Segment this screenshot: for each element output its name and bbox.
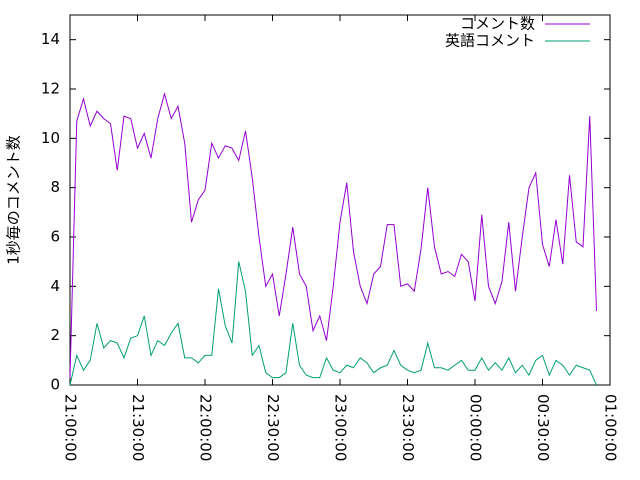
x-tick-label: 23:30:00 (399, 394, 417, 461)
legend-label: 英語コメント (445, 32, 535, 50)
x-tick-label: 22:00:00 (197, 394, 215, 461)
y-tick-label: 2 (50, 326, 60, 344)
y-tick-label: 10 (41, 129, 60, 147)
x-tick-label: 23:00:00 (332, 394, 350, 461)
x-tick-label: 00:00:00 (467, 394, 485, 461)
y-tick-label: 0 (50, 376, 60, 394)
x-tick-label: 21:00:00 (62, 394, 80, 461)
legend-label: コメント数 (460, 15, 535, 33)
series-line (69, 92, 597, 378)
y-tick-label: 6 (50, 228, 60, 246)
y-axis-label: 1秒毎のコメント数 (5, 135, 23, 265)
y-tick-label: 14 (41, 30, 60, 48)
x-tick-label: 00:30:00 (534, 394, 552, 461)
x-tick-label: 21:30:00 (129, 394, 147, 461)
y-tick-label: 12 (41, 80, 60, 98)
series-line (69, 261, 597, 386)
x-tick-label: 22:30:00 (264, 394, 282, 461)
y-tick-label: 4 (50, 277, 60, 295)
plot-frame (69, 14, 611, 386)
y-tick-label: 8 (50, 178, 60, 196)
x-tick-label: 01:00:00 (602, 394, 620, 461)
